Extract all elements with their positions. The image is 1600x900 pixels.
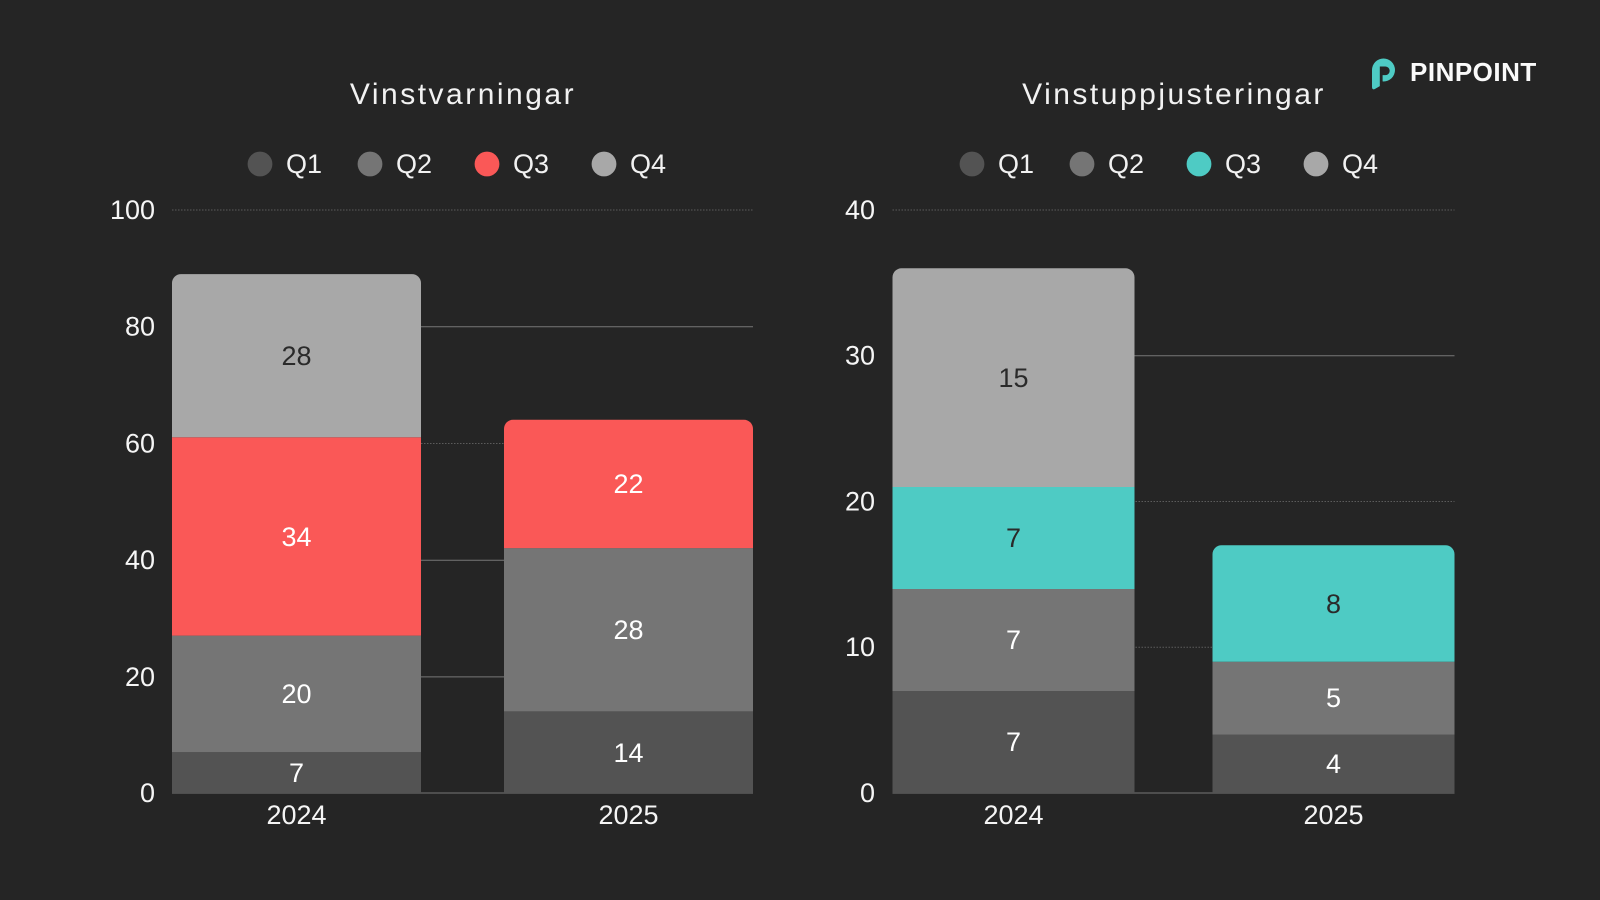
svg-text:28: 28	[281, 341, 311, 371]
svg-text:20: 20	[281, 679, 311, 709]
svg-text:40: 40	[125, 545, 155, 575]
svg-text:7: 7	[1006, 625, 1021, 655]
svg-text:80: 80	[125, 312, 155, 342]
svg-text:2025: 2025	[598, 800, 658, 830]
svg-text:8: 8	[1326, 589, 1341, 619]
svg-text:30: 30	[845, 341, 875, 371]
svg-text:28: 28	[613, 615, 643, 645]
svg-text:Q2: Q2	[1108, 149, 1144, 179]
svg-text:Vinstuppjusteringar: Vinstuppjusteringar	[1022, 78, 1326, 111]
svg-text:10: 10	[845, 632, 875, 662]
svg-text:2024: 2024	[983, 800, 1043, 830]
svg-text:7: 7	[289, 758, 304, 788]
svg-text:60: 60	[125, 429, 155, 459]
svg-text:4: 4	[1326, 749, 1341, 779]
svg-text:20: 20	[125, 662, 155, 692]
svg-text:5: 5	[1326, 683, 1341, 713]
svg-text:7: 7	[1006, 523, 1021, 553]
svg-text:40: 40	[845, 195, 875, 225]
svg-text:Q4: Q4	[630, 149, 666, 179]
svg-text:7: 7	[1006, 727, 1021, 757]
svg-text:Q2: Q2	[396, 149, 432, 179]
svg-text:14: 14	[613, 738, 643, 768]
svg-text:15: 15	[998, 363, 1028, 393]
svg-text:2025: 2025	[1303, 800, 1363, 830]
svg-text:PINPOINT: PINPOINT	[1410, 57, 1537, 87]
svg-text:Q3: Q3	[513, 149, 549, 179]
svg-text:0: 0	[860, 778, 875, 808]
svg-text:100: 100	[110, 195, 155, 225]
svg-text:2024: 2024	[266, 800, 326, 830]
svg-text:34: 34	[281, 522, 311, 552]
svg-text:0: 0	[140, 778, 155, 808]
svg-text:Q4: Q4	[1342, 149, 1378, 179]
svg-text:20: 20	[845, 487, 875, 517]
svg-text:Q1: Q1	[286, 149, 322, 179]
svg-text:Q3: Q3	[1225, 149, 1261, 179]
svg-text:Vinstvarningar: Vinstvarningar	[350, 78, 576, 111]
svg-text:22: 22	[613, 469, 643, 499]
svg-text:Q1: Q1	[998, 149, 1034, 179]
